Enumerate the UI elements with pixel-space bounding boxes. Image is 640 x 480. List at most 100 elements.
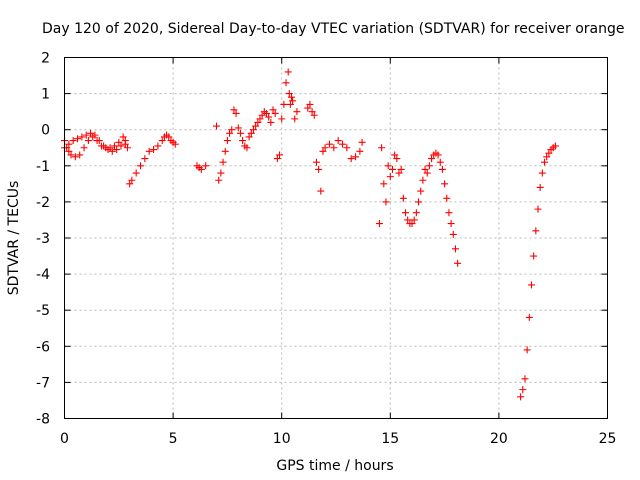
x-tick-label: 25	[599, 431, 617, 447]
data-point	[132, 169, 140, 177]
data-point	[421, 165, 429, 173]
data-point	[67, 151, 75, 159]
data-point	[378, 144, 386, 152]
data-point	[108, 147, 116, 155]
y-axis-label: SDTVAR / TECUs	[6, 181, 22, 296]
data-point	[213, 122, 221, 130]
data-point	[269, 106, 277, 114]
data-point	[252, 122, 260, 130]
x-tick-label: 0	[60, 431, 69, 447]
data-point	[519, 386, 527, 394]
data-point	[434, 151, 442, 159]
data-point	[249, 126, 257, 134]
data-point	[451, 245, 459, 253]
y-tick-label: -6	[36, 339, 50, 355]
y-tick-label: -8	[36, 412, 50, 428]
data-point	[100, 142, 108, 150]
data-point	[123, 144, 131, 152]
y-tick-label: -4	[36, 267, 50, 283]
y-tick-label: 1	[41, 87, 50, 103]
data-point	[347, 155, 355, 163]
data-point	[145, 147, 153, 155]
data-point	[95, 137, 103, 145]
data-point	[425, 162, 433, 170]
data-point	[150, 146, 158, 154]
data-point	[247, 129, 255, 137]
data-point	[284, 68, 292, 76]
axis-ticks	[64, 57, 608, 419]
data-point	[536, 183, 544, 191]
data-point	[412, 209, 420, 217]
data-point	[541, 158, 549, 166]
data-point	[538, 169, 546, 177]
data-point	[121, 140, 129, 148]
y-tick-label: -7	[36, 375, 50, 391]
y-tick-label: -5	[36, 303, 50, 319]
data-point	[141, 155, 149, 163]
data-series	[61, 68, 559, 401]
data-point	[117, 142, 125, 150]
data-point	[278, 115, 286, 123]
data-point	[402, 209, 410, 217]
data-point	[226, 129, 234, 137]
data-point	[243, 144, 251, 152]
y-tick-label: -3	[36, 231, 50, 247]
data-point	[286, 100, 294, 108]
data-point	[115, 138, 123, 146]
data-point	[397, 165, 405, 173]
data-point	[321, 144, 329, 152]
data-point	[78, 133, 86, 141]
data-point	[399, 194, 407, 202]
data-point	[312, 158, 320, 166]
data-point	[262, 109, 270, 117]
data-point	[404, 216, 412, 224]
data-point	[527, 281, 535, 289]
data-point	[245, 133, 253, 141]
data-point	[317, 187, 325, 195]
data-point	[228, 126, 236, 134]
data-point	[415, 198, 423, 206]
y-tick-label: 2	[41, 51, 50, 67]
data-point	[382, 198, 390, 206]
data-point	[447, 220, 455, 228]
data-point	[65, 140, 73, 148]
x-tick-label: 15	[381, 431, 399, 447]
data-point	[91, 131, 99, 139]
data-point	[308, 108, 316, 116]
data-point	[287, 93, 295, 101]
data-point	[254, 118, 262, 126]
data-point	[306, 100, 314, 108]
data-point	[128, 176, 136, 184]
data-point	[534, 205, 542, 213]
data-point	[454, 259, 462, 267]
data-point	[423, 169, 431, 177]
data-point	[65, 147, 73, 155]
data-point	[282, 79, 290, 87]
data-point	[215, 176, 223, 184]
data-point	[393, 155, 401, 163]
grid	[64, 57, 608, 419]
data-point	[334, 137, 342, 145]
data-point	[265, 113, 273, 121]
data-point	[391, 151, 399, 159]
x-tick-label: 5	[169, 431, 178, 447]
data-point	[304, 104, 312, 112]
data-point	[171, 140, 179, 148]
data-point	[219, 158, 227, 166]
data-point	[84, 137, 92, 145]
data-point	[223, 137, 231, 145]
data-point	[113, 146, 121, 154]
data-point	[236, 129, 244, 137]
data-point	[76, 151, 84, 159]
data-point	[165, 133, 173, 141]
data-point	[82, 131, 90, 139]
data-point	[234, 124, 242, 132]
data-point	[310, 111, 318, 119]
data-point	[221, 147, 229, 155]
data-point	[441, 180, 449, 188]
data-point	[80, 144, 88, 152]
x-tick-label: 20	[490, 431, 508, 447]
data-point	[343, 144, 351, 152]
y-tick-label: 0	[41, 123, 50, 139]
data-point	[551, 142, 559, 150]
